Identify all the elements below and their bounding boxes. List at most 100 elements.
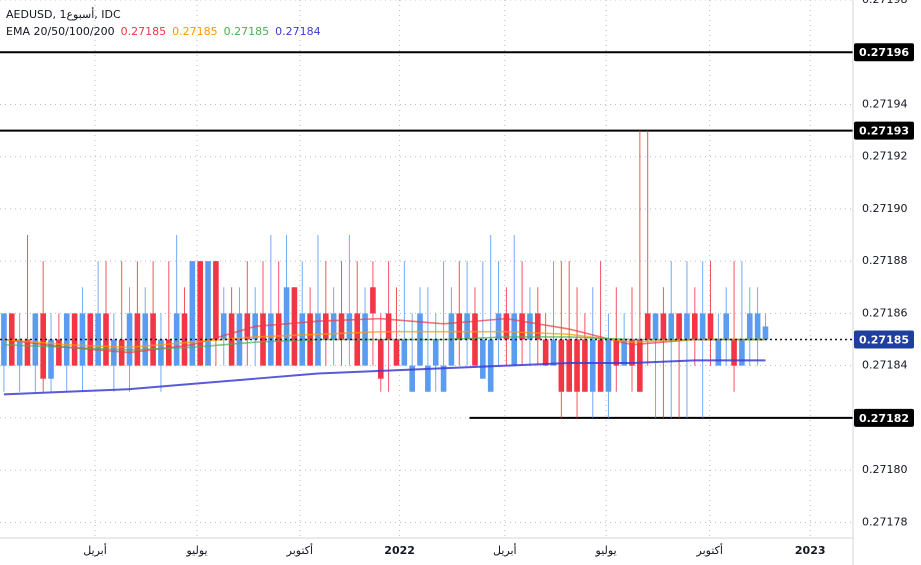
ema-line [3, 317, 766, 354]
x-tick-label: أبريل [493, 543, 517, 557]
indicator-value: 0.27184 [275, 25, 321, 38]
price-badge [854, 330, 914, 349]
price-badge [854, 408, 914, 427]
candle-body [762, 326, 769, 340]
candle-body [534, 313, 541, 340]
candle-body [346, 313, 353, 340]
candle-body [589, 339, 596, 392]
indicator-line: EMA 20/50/100/200 0.27185 0.27185 0.27185 0.… [6, 23, 327, 40]
candle-body [731, 339, 737, 366]
candle-body [715, 339, 722, 366]
candle-body [126, 313, 133, 366]
x-tick-label: أكتوبر [696, 543, 723, 557]
candle-body [676, 313, 682, 340]
candle-body [621, 339, 627, 366]
price-badge-label: 0.27185 [859, 334, 909, 347]
candle-body [629, 339, 635, 366]
candle-body [401, 339, 408, 366]
y-tick-label: 0.27190 [862, 202, 908, 215]
candle-body [338, 313, 345, 340]
candle-body [205, 261, 211, 366]
x-tick-label: يوليو [186, 544, 208, 557]
candle-body [480, 339, 486, 379]
candle-body [597, 339, 604, 392]
y-tick-label: 0.27194 [862, 97, 908, 110]
candle-body [71, 313, 78, 366]
candle-body [165, 339, 172, 366]
candle-body [456, 313, 463, 340]
candle-body [111, 339, 117, 366]
x-tick-label: 2022 [384, 544, 415, 557]
price-badge-label: 0.27193 [859, 125, 909, 138]
candle-body [213, 261, 219, 340]
indicator-label: EMA 20/50/100/200 [6, 25, 115, 38]
candle-body [158, 339, 164, 366]
ema-line [3, 330, 766, 349]
indicator-value: 0.27185 [223, 25, 270, 38]
y-tick-label: 0.27180 [862, 463, 908, 476]
candle-body [644, 313, 651, 340]
candle-body [95, 313, 101, 366]
candle-body [550, 339, 557, 366]
candle-body [660, 313, 667, 340]
candle-body [542, 339, 549, 366]
candle-body [409, 365, 415, 392]
candle-body [464, 313, 470, 340]
candle-body [582, 339, 588, 392]
candle-body [558, 339, 565, 392]
x-tick-label: أبريل [83, 543, 107, 557]
price-badge-label: 0.27182 [859, 412, 909, 425]
indicator-value: 0.27185 [120, 25, 167, 38]
candle-body [385, 313, 392, 340]
candle-body [370, 287, 376, 314]
symbol: AEDUSD, 1أسبوع, IDC [6, 8, 121, 21]
candle-body [692, 313, 698, 340]
x-tick-label: أكتوبر [286, 543, 313, 557]
candle-body [244, 313, 251, 340]
candle-body [24, 339, 31, 366]
x-tick-label: 2023 [795, 544, 826, 557]
candle-body [323, 313, 329, 340]
candle-body [637, 339, 643, 392]
candle-body [605, 339, 612, 392]
candle-body [16, 339, 23, 366]
y-tick-label: 0.27178 [862, 515, 908, 528]
candle-body [707, 313, 714, 340]
candle-body [134, 313, 141, 366]
candle-body [260, 313, 266, 366]
candle-body [723, 313, 730, 340]
y-tick-label: 0.27184 [862, 359, 908, 372]
candle-body [330, 313, 337, 340]
price-badge [854, 43, 914, 62]
candle-body [472, 313, 478, 366]
price-badge-label: 0.27196 [859, 46, 909, 59]
candle-body [283, 287, 290, 366]
y-tick-label: 0.27192 [862, 150, 908, 163]
candle-body [432, 339, 439, 366]
candle-body [56, 339, 62, 366]
candle-body [613, 339, 620, 366]
y-tick-label: 0.27186 [862, 306, 908, 319]
candle-body [275, 313, 282, 366]
candle-body [291, 287, 298, 366]
candle-body [236, 313, 243, 366]
candle-body [511, 313, 518, 366]
y-tick-label: 0.27198 [862, 0, 908, 6]
candle-body [377, 339, 384, 379]
candle-body [652, 313, 659, 340]
candle-body [684, 313, 690, 340]
candle-body [574, 339, 580, 392]
candle-body [189, 261, 196, 366]
candle-body [150, 313, 156, 366]
candle-body [440, 365, 447, 392]
price-badge [854, 121, 914, 140]
price-axis-bg [853, 0, 921, 565]
indicator-value: 0.27185 [172, 25, 218, 38]
candle-body [668, 313, 675, 340]
x-tick-label: يوليو [595, 544, 617, 557]
symbol-line: AEDUSD, 1أسبوع, IDC [6, 6, 327, 23]
y-tick-label: 0.27188 [862, 254, 908, 267]
candle-body [48, 339, 54, 379]
